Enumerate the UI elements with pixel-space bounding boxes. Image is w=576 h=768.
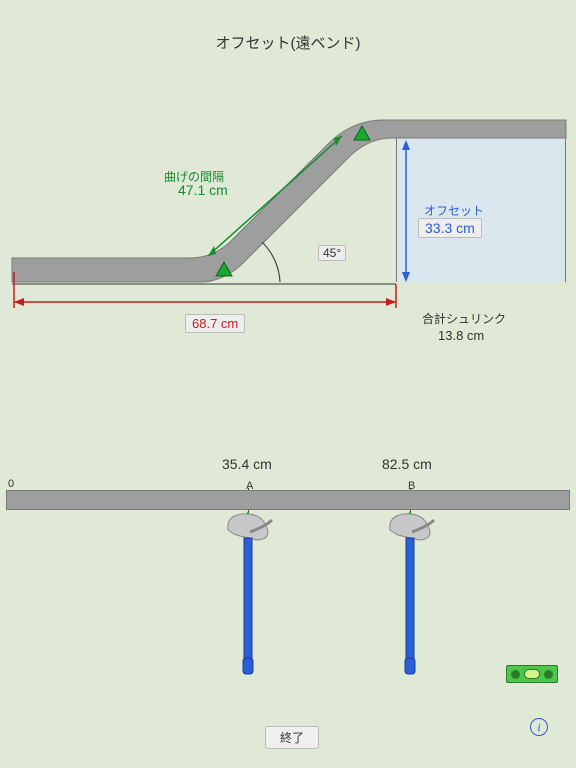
info-icon[interactable]: i: [530, 718, 548, 736]
conduit-bar: [6, 490, 570, 510]
measure-a: 35.4 cm: [222, 456, 272, 472]
bender-tool-a[interactable]: [218, 510, 278, 680]
ruler-zero: 0: [8, 478, 14, 490]
level-tool-icon[interactable]: [506, 665, 558, 683]
offset-label: オフセット: [424, 202, 484, 219]
bend-spacing-value: 47.1 cm: [178, 182, 228, 198]
upper-diagram: 曲げの間隔 47.1 cm オフセット 33.3 cm 45° 68.7 cm …: [0, 90, 576, 380]
offset-value[interactable]: 33.3 cm: [418, 218, 482, 238]
shrink-label: 合計シュリンク: [422, 310, 506, 327]
exit-button[interactable]: 終了: [265, 726, 319, 749]
angle-value[interactable]: 45°: [318, 245, 346, 261]
page-title: オフセット(遠ベンド): [0, 0, 576, 53]
lower-diagram: 0 35.4 cm 82.5 cm A B: [0, 448, 576, 728]
bender-tool-b[interactable]: [380, 510, 440, 680]
shrink-value: 13.8 cm: [438, 328, 484, 343]
measure-b: 82.5 cm: [382, 456, 432, 472]
distance-value[interactable]: 68.7 cm: [185, 314, 245, 333]
